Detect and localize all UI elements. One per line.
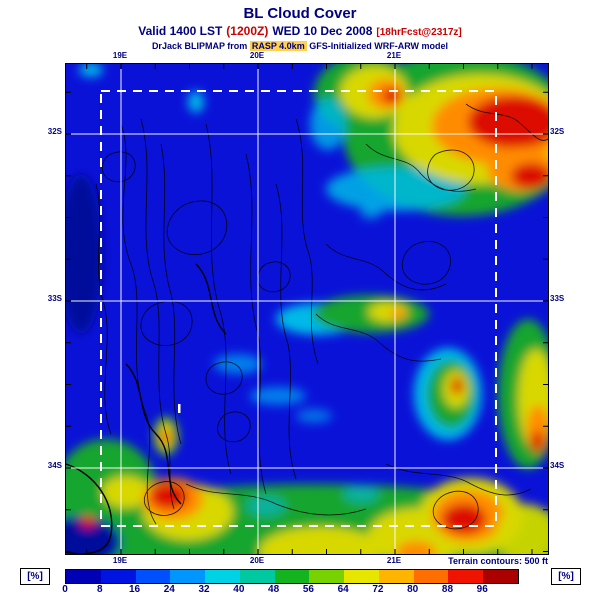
colorbar-segment [66, 570, 101, 583]
valid-prefix: Valid 1400 LST [138, 24, 223, 38]
forecast-run-tag: [18hrFcst@2317z] [376, 27, 462, 38]
colorbar-tick-label: 48 [268, 584, 280, 595]
terrain-contours-layer [95, 103, 548, 530]
lat-label-left-33s: 33S [47, 294, 62, 303]
lat-label-left-32s: 32S [47, 127, 62, 136]
colorbar-tick-label: 16 [128, 584, 141, 595]
weather-map [65, 63, 549, 555]
colorbar [65, 569, 519, 584]
colorbar-segment [274, 570, 310, 583]
colorbar-tick-label: 64 [337, 584, 349, 595]
colorbar-segments [66, 570, 518, 583]
valid-time-line: Valid 1400 LST (1200Z) WED 10 Dec 2008 [18h… [0, 24, 600, 38]
lon-label-top-19e: 19E [112, 51, 128, 60]
colorbar-segment [378, 570, 414, 583]
lon-label-bottom-20e: 20E [249, 556, 265, 565]
colorbar-segment [413, 570, 449, 583]
colorbar-tick-label: 80 [407, 584, 419, 595]
colorbar-tick-label: 96 [476, 584, 488, 595]
model-info-line: DrJack BLIPMAP from RASP 4.0km GFS-Initi… [0, 41, 600, 51]
terrain-contours-note: Terrain contours: 500 ft [448, 556, 548, 566]
lat-label-right-34s: 34S [550, 461, 565, 470]
location-marker [178, 404, 181, 413]
colorbar-segment [239, 570, 275, 583]
model-version: RASP 4.0km [249, 41, 307, 51]
colorbar-segment [170, 570, 206, 583]
colorbar-tick-label: 88 [441, 584, 454, 595]
unit-label-left: [%] [20, 568, 50, 585]
lon-label-top-20e: 20E [249, 51, 265, 60]
colorbar-ticks: 0 8 16 24 32 40 48 56 64 72 80 88 96 [62, 584, 517, 595]
domain-boundary-box [100, 90, 497, 527]
page-title: BL Cloud Cover [243, 5, 357, 22]
colorbar-tick-label: 40 [233, 584, 245, 595]
colorbar-segment [483, 570, 518, 583]
valid-date: WED 10 Dec 2008 [272, 24, 373, 38]
map-tick-marks [66, 64, 548, 554]
lat-label-right-32s: 32S [550, 127, 565, 136]
cloud-cover-layer [66, 64, 548, 554]
model-prefix: DrJack BLIPMAP from [151, 41, 248, 51]
lat-label-left-34s: 34S [47, 461, 62, 470]
colorbar-segment [135, 570, 171, 583]
colorbar-tick-label: 24 [163, 584, 175, 595]
lat-lon-grid [66, 64, 548, 554]
lat-label-right-33s: 33S [550, 294, 565, 303]
colorbar-tick-label: 72 [372, 584, 384, 595]
colorbar-segment [100, 570, 136, 583]
unit-label-right: [%] [551, 568, 581, 585]
colorbar-segment [309, 570, 345, 583]
colorbar-tick-label: 0 [62, 584, 68, 595]
colorbar-tick-label: 8 [96, 584, 103, 595]
colorbar-tick-label: 32 [198, 584, 210, 595]
lon-label-top-21e: 21E [386, 51, 402, 60]
colorbar-segment [448, 570, 484, 583]
colorbar-segment [344, 570, 379, 583]
lon-label-bottom-21e: 21E [386, 556, 402, 565]
lon-label-bottom-19e: 19E [112, 556, 128, 565]
terrain-contours-bold [66, 263, 227, 554]
valid-zulu-time: (1200Z) [226, 24, 269, 38]
model-suffix: GFS-Initialized WRF-ARW model [309, 41, 449, 51]
cloud-cover-plot [66, 64, 548, 554]
colorbar-tick-label: 56 [302, 584, 314, 595]
colorbar-segment [205, 570, 240, 583]
